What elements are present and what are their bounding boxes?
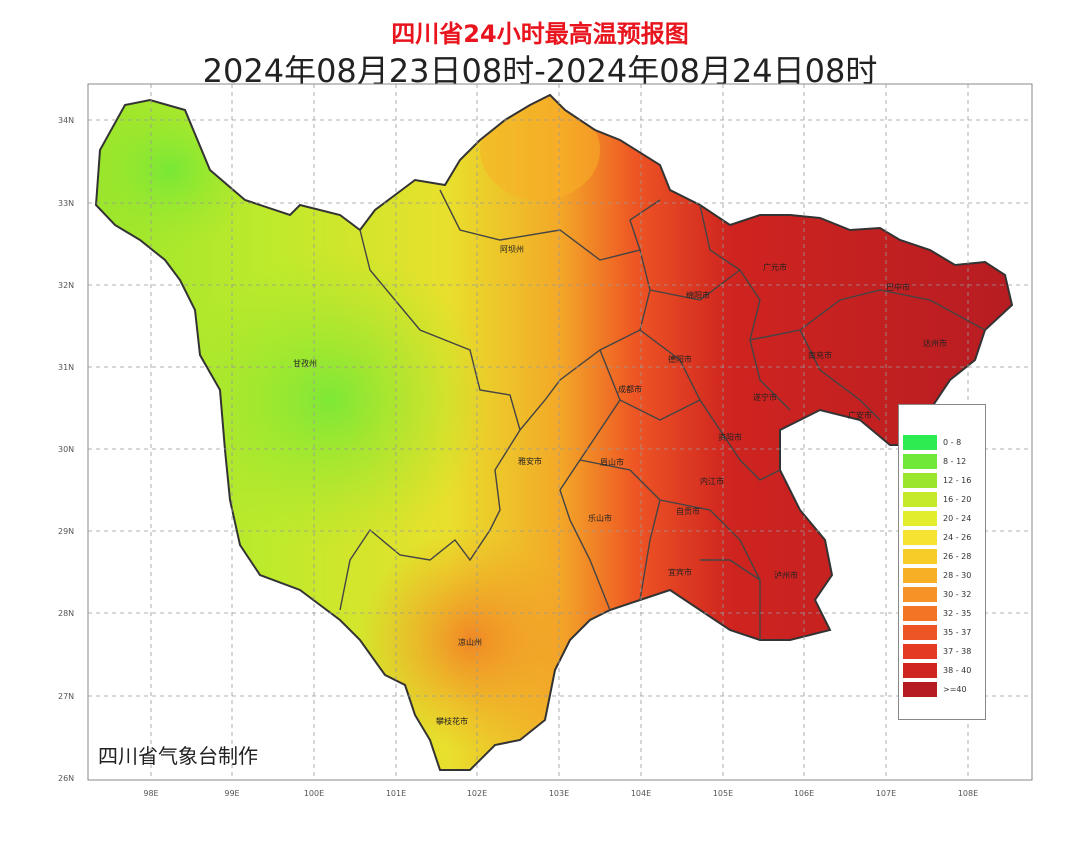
x-tick: 104E	[631, 789, 651, 798]
y-tick: 34N	[58, 116, 74, 125]
legend-swatch	[903, 492, 937, 507]
legend-label: 24 - 26	[943, 533, 972, 542]
y-tick: 31N	[58, 363, 74, 372]
city-label: 乐山市	[588, 513, 612, 523]
city-label: 南充市	[808, 350, 832, 360]
legend-label: 30 - 32	[943, 590, 972, 599]
legend-label: 28 - 30	[943, 571, 972, 580]
producer-credit: 四川省气象台制作	[98, 744, 258, 768]
legend-swatch	[903, 625, 937, 640]
legend-swatch	[903, 587, 937, 602]
city-label: 宜宾市	[668, 567, 692, 577]
legend-swatch	[903, 435, 937, 450]
y-tick: 27N	[58, 692, 74, 701]
legend-swatch	[903, 549, 937, 564]
legend-item: 26 - 28	[903, 547, 985, 566]
legend-swatch	[903, 606, 937, 621]
x-tick: 101E	[386, 789, 406, 798]
x-tick: 108E	[958, 789, 978, 798]
city-label: 泸州市	[774, 570, 798, 580]
legend-item: 16 - 20	[903, 490, 985, 509]
legend-label: 35 - 37	[943, 628, 972, 637]
x-tick-labels: 98E 99E 100E 101E 102E 103E 104E 105E 10…	[143, 789, 978, 798]
legend-swatch	[903, 473, 937, 488]
x-tick: 100E	[304, 789, 324, 798]
legend-label: 0 - 8	[943, 438, 962, 447]
legend-label: 38 - 40	[943, 666, 972, 675]
x-tick: 106E	[794, 789, 814, 798]
province-boundary	[94, 93, 1014, 771]
legend-item: >=40	[903, 680, 985, 699]
legend-label: 26 - 28	[943, 552, 972, 561]
city-label: 广安市	[848, 410, 872, 420]
legend-item: 35 - 37	[903, 623, 985, 642]
legend-item: 28 - 30	[903, 566, 985, 585]
legend-item: 20 - 24	[903, 509, 985, 528]
legend-item: 32 - 35	[903, 604, 985, 623]
city-label: 眉山市	[600, 457, 624, 467]
legend-label: >=40	[943, 685, 967, 694]
legend-item: 24 - 26	[903, 528, 985, 547]
graticule	[88, 84, 1032, 780]
x-tick: 99E	[224, 789, 239, 798]
y-tick: 28N	[58, 609, 74, 618]
x-tick: 107E	[876, 789, 896, 798]
city-label: 绵阳市	[686, 290, 710, 300]
legend-item: 12 - 16	[903, 471, 985, 490]
city-label: 凉山州	[458, 637, 482, 647]
y-tick: 29N	[58, 527, 74, 536]
y-tick: 26N	[58, 774, 74, 783]
legend-swatch	[903, 511, 937, 526]
legend-item: 30 - 32	[903, 585, 985, 604]
y-tick-labels: 34N 33N 32N 31N 30N 29N 28N 27N 26N	[58, 116, 74, 783]
x-tick: 103E	[549, 789, 569, 798]
legend-label: 32 - 35	[943, 609, 972, 618]
city-label: 广元市	[763, 262, 787, 272]
legend-swatch	[903, 530, 937, 545]
legend-swatch	[903, 682, 937, 697]
legend-item: 0 - 8	[903, 433, 985, 452]
x-tick: 98E	[143, 789, 158, 798]
legend-item: 37 - 38	[903, 642, 985, 661]
legend-swatch	[903, 663, 937, 678]
legend-item: 8 - 12	[903, 452, 985, 471]
city-label: 攀枝花市	[436, 716, 468, 726]
city-label: 巴中市	[886, 282, 910, 292]
x-tick: 105E	[713, 789, 733, 798]
city-label: 资阳市	[718, 432, 742, 442]
legend-label: 37 - 38	[943, 647, 972, 656]
city-label: 自贡市	[676, 506, 700, 516]
city-label: 雅安市	[518, 456, 542, 466]
legend-label: 8 - 12	[943, 457, 967, 466]
map-title: 四川省24小时最高温预报图	[391, 20, 689, 48]
city-label: 德阳市	[668, 354, 692, 364]
legend-item: 38 - 40	[903, 661, 985, 680]
city-label: 达州市	[923, 338, 947, 348]
y-tick: 33N	[58, 199, 74, 208]
prefecture-boundaries	[339, 189, 986, 640]
legend-label: 20 - 24	[943, 514, 972, 523]
city-labels: 广元市 巴中市 绵阳市 达州市 南充市 德阳市 阿坝州 遂宁市 广安市 成都市 …	[293, 245, 947, 726]
legend-swatch	[903, 454, 937, 469]
legend-swatch	[903, 568, 937, 583]
city-label: 甘孜州	[293, 358, 317, 368]
city-label: 阿坝州	[500, 245, 524, 254]
legend-label: 12 - 16	[943, 476, 972, 485]
city-label: 遂宁市	[753, 392, 777, 402]
city-label: 内江市	[700, 476, 724, 486]
y-tick: 30N	[58, 445, 74, 454]
city-label: 成都市	[618, 384, 642, 394]
temperature-legend: 0 - 8 8 - 12 12 - 16 16 - 20 20 - 24 24 - 26 2…	[898, 404, 986, 720]
x-tick: 102E	[467, 789, 487, 798]
y-tick: 32N	[58, 281, 74, 290]
legend-label: 16 - 20	[943, 495, 972, 504]
legend-swatch	[903, 644, 937, 659]
